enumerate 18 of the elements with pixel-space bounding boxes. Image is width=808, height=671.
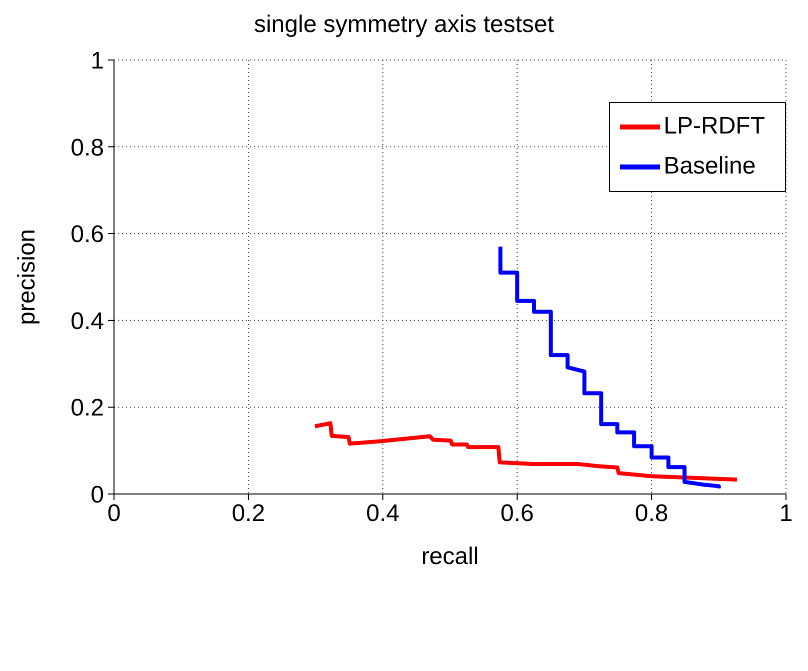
x-tick-label: 0.4 (366, 500, 400, 528)
line-series (312, 421, 739, 482)
x-tick-label: 0.2 (232, 500, 266, 528)
chart-title: single symmetry axis testset (252, 10, 556, 40)
line-series (498, 244, 721, 490)
y-tick-label: 0.8 (70, 134, 104, 162)
legend-label: Baseline (664, 152, 756, 180)
legend-label: LP-RDFT (664, 112, 765, 140)
y-tick-label: 0.4 (70, 308, 104, 335)
x-axis-title: recall (421, 543, 479, 570)
y-tick-label: 1 (90, 48, 104, 75)
x-tick-label: 0.8 (634, 500, 668, 528)
x-tick-label: 0.6 (500, 500, 534, 528)
y-tick-label: 0.6 (70, 221, 104, 248)
x-tick-label: 1 (779, 500, 793, 528)
y-tick-label: 0 (90, 482, 104, 509)
y-tick-label: 0.2 (70, 394, 104, 422)
y-axis-title: precision (14, 228, 41, 326)
